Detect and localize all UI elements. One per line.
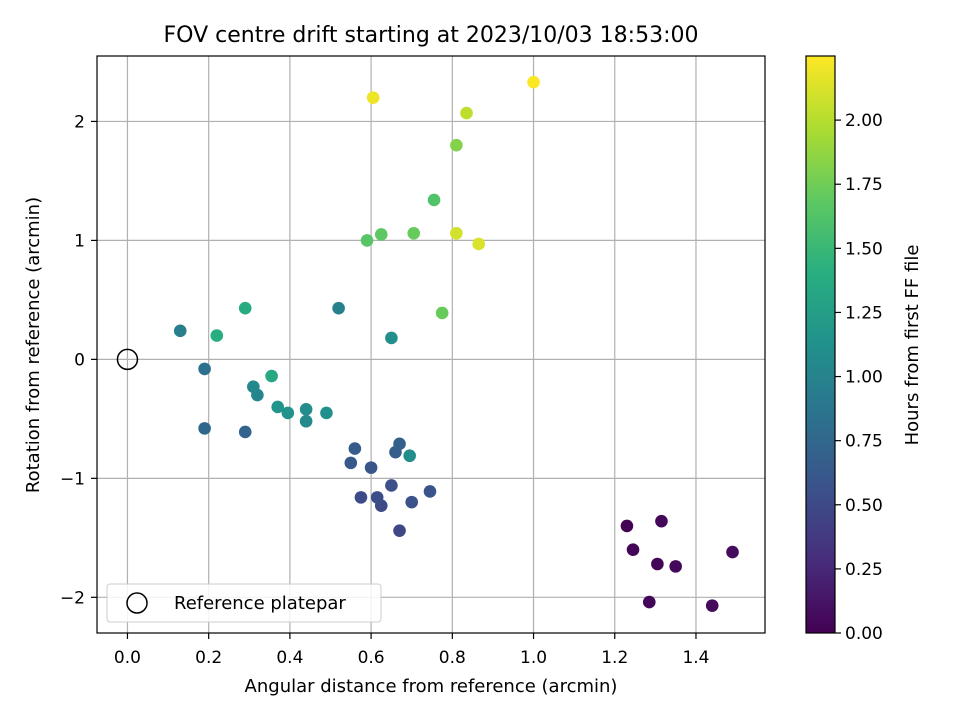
- y-axis-ticks: −2 −1 0 1 2: [60, 112, 97, 608]
- data-point: [173, 324, 187, 338]
- data-point: [651, 557, 664, 571]
- colorbar-tick-label: 1.75: [845, 175, 883, 195]
- data-point: [198, 362, 211, 376]
- plot-points: [116, 75, 739, 612]
- data-point: [299, 403, 313, 416]
- data-point: [435, 306, 449, 320]
- data-point: [281, 406, 295, 420]
- data-point: [299, 414, 313, 428]
- x-axis-ticks: 0.0 0.2 0.4 0.6 0.8 1.0 1.2 1.4: [114, 633, 709, 668]
- colorbar-tick-label: 0.00: [845, 624, 883, 644]
- x-tick-label: 1.0: [520, 648, 547, 668]
- x-axis-label: Angular distance from reference (arcmin): [245, 676, 618, 697]
- data-point: [366, 91, 380, 104]
- data-point: [620, 519, 634, 533]
- data-point: [370, 491, 384, 504]
- legend: Reference platepar: [106, 583, 382, 623]
- y-tick-label: −1: [60, 469, 85, 489]
- plot-grid: [97, 56, 765, 633]
- data-point: [385, 479, 398, 492]
- data-point: [705, 599, 719, 612]
- data-point: [423, 485, 437, 498]
- colorbar: 0.00 0.25 0.50 0.75 1.00 1.25 1.50 1.75 2.00: [805, 55, 883, 644]
- x-tick-label: 0.0: [114, 648, 141, 668]
- plot-frame: [96, 55, 766, 634]
- chart-title: FOV centre drift starting at 2023/10/03 …: [164, 23, 699, 48]
- data-point: [364, 461, 378, 474]
- colorbar-tick-label: 1.00: [845, 368, 883, 388]
- colorbar-tick-label: 0.50: [845, 496, 883, 516]
- x-tick-label: 0.4: [276, 648, 303, 668]
- data-point: [655, 514, 668, 528]
- colorbar-tick-label: 0.25: [845, 560, 883, 580]
- reference-point-marker: [116, 348, 139, 371]
- data-point: [198, 422, 211, 435]
- data-point: [210, 329, 224, 342]
- colorbar-gradient: [805, 55, 836, 634]
- x-tick-label: 1.4: [682, 648, 709, 668]
- colorbar-tick-label: 2.00: [845, 111, 883, 131]
- data-point: [407, 226, 421, 240]
- data-point: [642, 595, 656, 609]
- data-point: [393, 524, 406, 537]
- data-point: [403, 449, 416, 463]
- x-tick-label: 0.8: [439, 648, 466, 668]
- data-point: [238, 301, 252, 315]
- plot-border: [96, 55, 766, 634]
- data-point: [472, 237, 486, 251]
- colorbar-tick-label: 0.75: [845, 432, 883, 452]
- data-point: [271, 400, 285, 414]
- y-tick-label: 1: [74, 231, 85, 251]
- legend-box: [106, 583, 382, 623]
- data-point: [265, 369, 278, 383]
- data-point: [527, 75, 540, 89]
- data-point: [238, 425, 252, 439]
- data-point: [393, 437, 406, 451]
- data-point: [360, 234, 374, 247]
- x-tick-label: 0.2: [195, 648, 222, 668]
- data-point: [348, 442, 362, 455]
- legend-marker: [126, 592, 148, 614]
- data-point: [450, 138, 463, 152]
- data-point: [385, 331, 398, 345]
- data-point: [669, 560, 682, 573]
- data-point: [344, 456, 358, 470]
- data-point: [726, 545, 739, 559]
- x-tick-label: 0.6: [358, 648, 385, 668]
- data-point: [320, 406, 333, 420]
- data-point: [405, 495, 419, 509]
- data-point: [247, 380, 260, 394]
- data-point: [332, 301, 345, 315]
- data-point: [354, 491, 368, 504]
- data-point: [450, 226, 463, 240]
- data-point: [626, 543, 640, 557]
- y-tick-label: 2: [74, 112, 85, 132]
- colorbar-tick-label: 1.50: [845, 239, 883, 259]
- y-tick-label: −2: [60, 588, 85, 608]
- colorbar-tick-label: 1.25: [845, 303, 883, 323]
- data-point: [374, 228, 388, 241]
- colorbar-label: Hours from first FF file: [902, 245, 923, 446]
- data-point: [427, 193, 441, 207]
- y-axis-label: Rotation from reference (arcmin): [23, 197, 44, 493]
- legend-label: Reference platepar: [174, 593, 346, 614]
- data-point: [460, 106, 473, 120]
- y-tick-label: 0: [74, 350, 85, 370]
- x-tick-label: 1.2: [601, 648, 628, 668]
